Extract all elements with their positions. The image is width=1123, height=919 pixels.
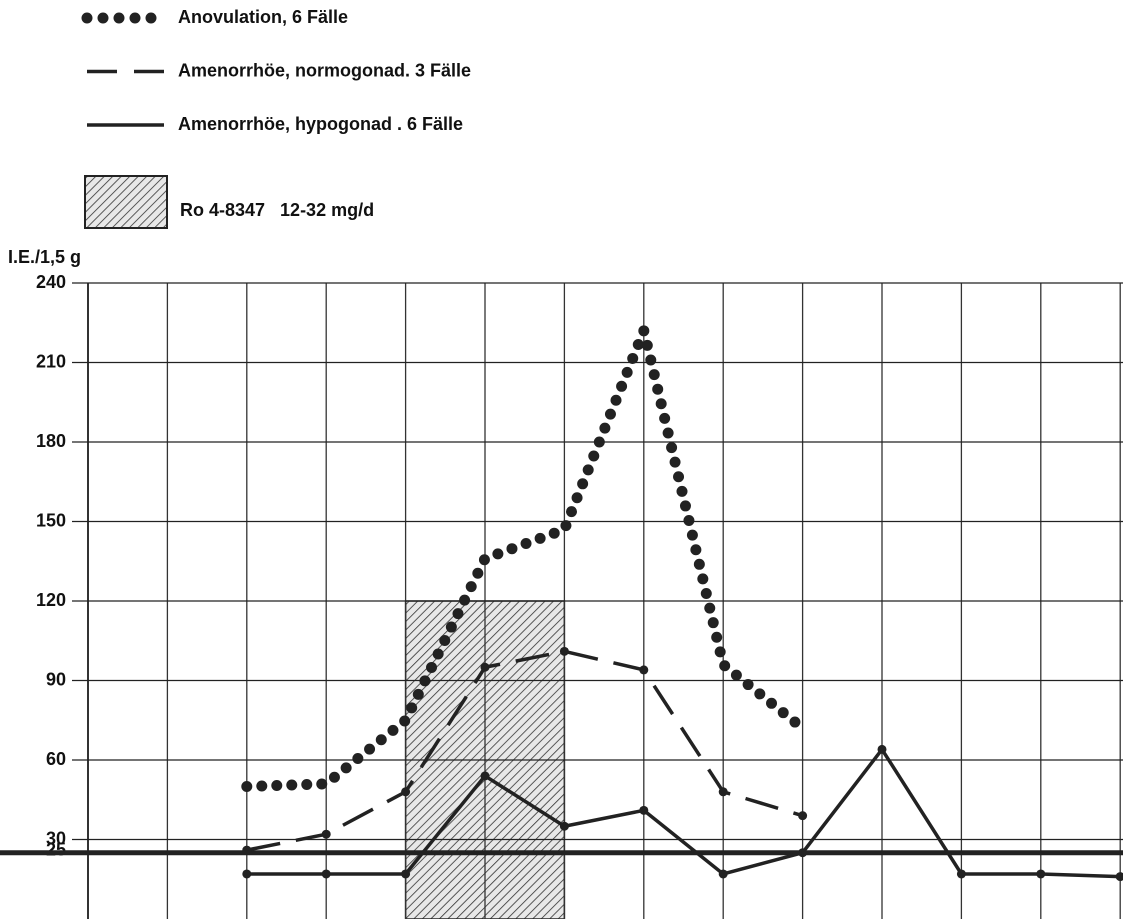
point-marker bbox=[798, 848, 808, 858]
legend-label: Amenorrhöe, hypogonad . 6 Fälle bbox=[178, 114, 463, 134]
y-tick-label: 150 bbox=[36, 510, 66, 530]
point-marker bbox=[798, 811, 808, 821]
point-marker bbox=[718, 869, 728, 879]
point-marker bbox=[242, 845, 252, 855]
point-marker bbox=[401, 869, 411, 879]
legend-label: Ro 4-8347 12-32 mg/d bbox=[180, 200, 374, 220]
legend-label: Anovulation, 6 Fälle bbox=[178, 7, 348, 27]
point-marker bbox=[321, 829, 331, 839]
series-line bbox=[246, 746, 1121, 879]
point-marker bbox=[401, 787, 411, 797]
point-marker bbox=[1036, 869, 1046, 879]
point-marker bbox=[639, 805, 649, 815]
point-marker bbox=[639, 665, 649, 675]
series-line bbox=[241, 312, 809, 792]
point-marker bbox=[559, 821, 569, 831]
legend-label: Amenorrhöe, normogonad. 3 Fälle bbox=[178, 60, 471, 80]
point-marker bbox=[956, 869, 966, 879]
point-marker bbox=[718, 787, 728, 797]
y-tick-label: 120 bbox=[36, 590, 66, 610]
y-tick-label: 30 bbox=[46, 828, 66, 848]
point-marker bbox=[1115, 872, 1123, 882]
y-tick-label: 210 bbox=[36, 351, 66, 371]
point-marker bbox=[321, 869, 331, 879]
y-tick-label: 90 bbox=[46, 669, 66, 689]
point-marker bbox=[242, 869, 252, 879]
point-marker bbox=[480, 662, 490, 672]
y-axis-label: I.E./1,5 g bbox=[8, 247, 81, 267]
y-tick-label: 60 bbox=[46, 749, 66, 769]
y-tick-label: 240 bbox=[36, 272, 66, 292]
point-marker bbox=[559, 646, 569, 656]
series-line bbox=[246, 649, 804, 852]
y-tick-label: 180 bbox=[36, 431, 66, 451]
point-marker bbox=[480, 771, 490, 781]
point-marker bbox=[877, 744, 887, 754]
legend-swatch bbox=[84, 175, 168, 229]
